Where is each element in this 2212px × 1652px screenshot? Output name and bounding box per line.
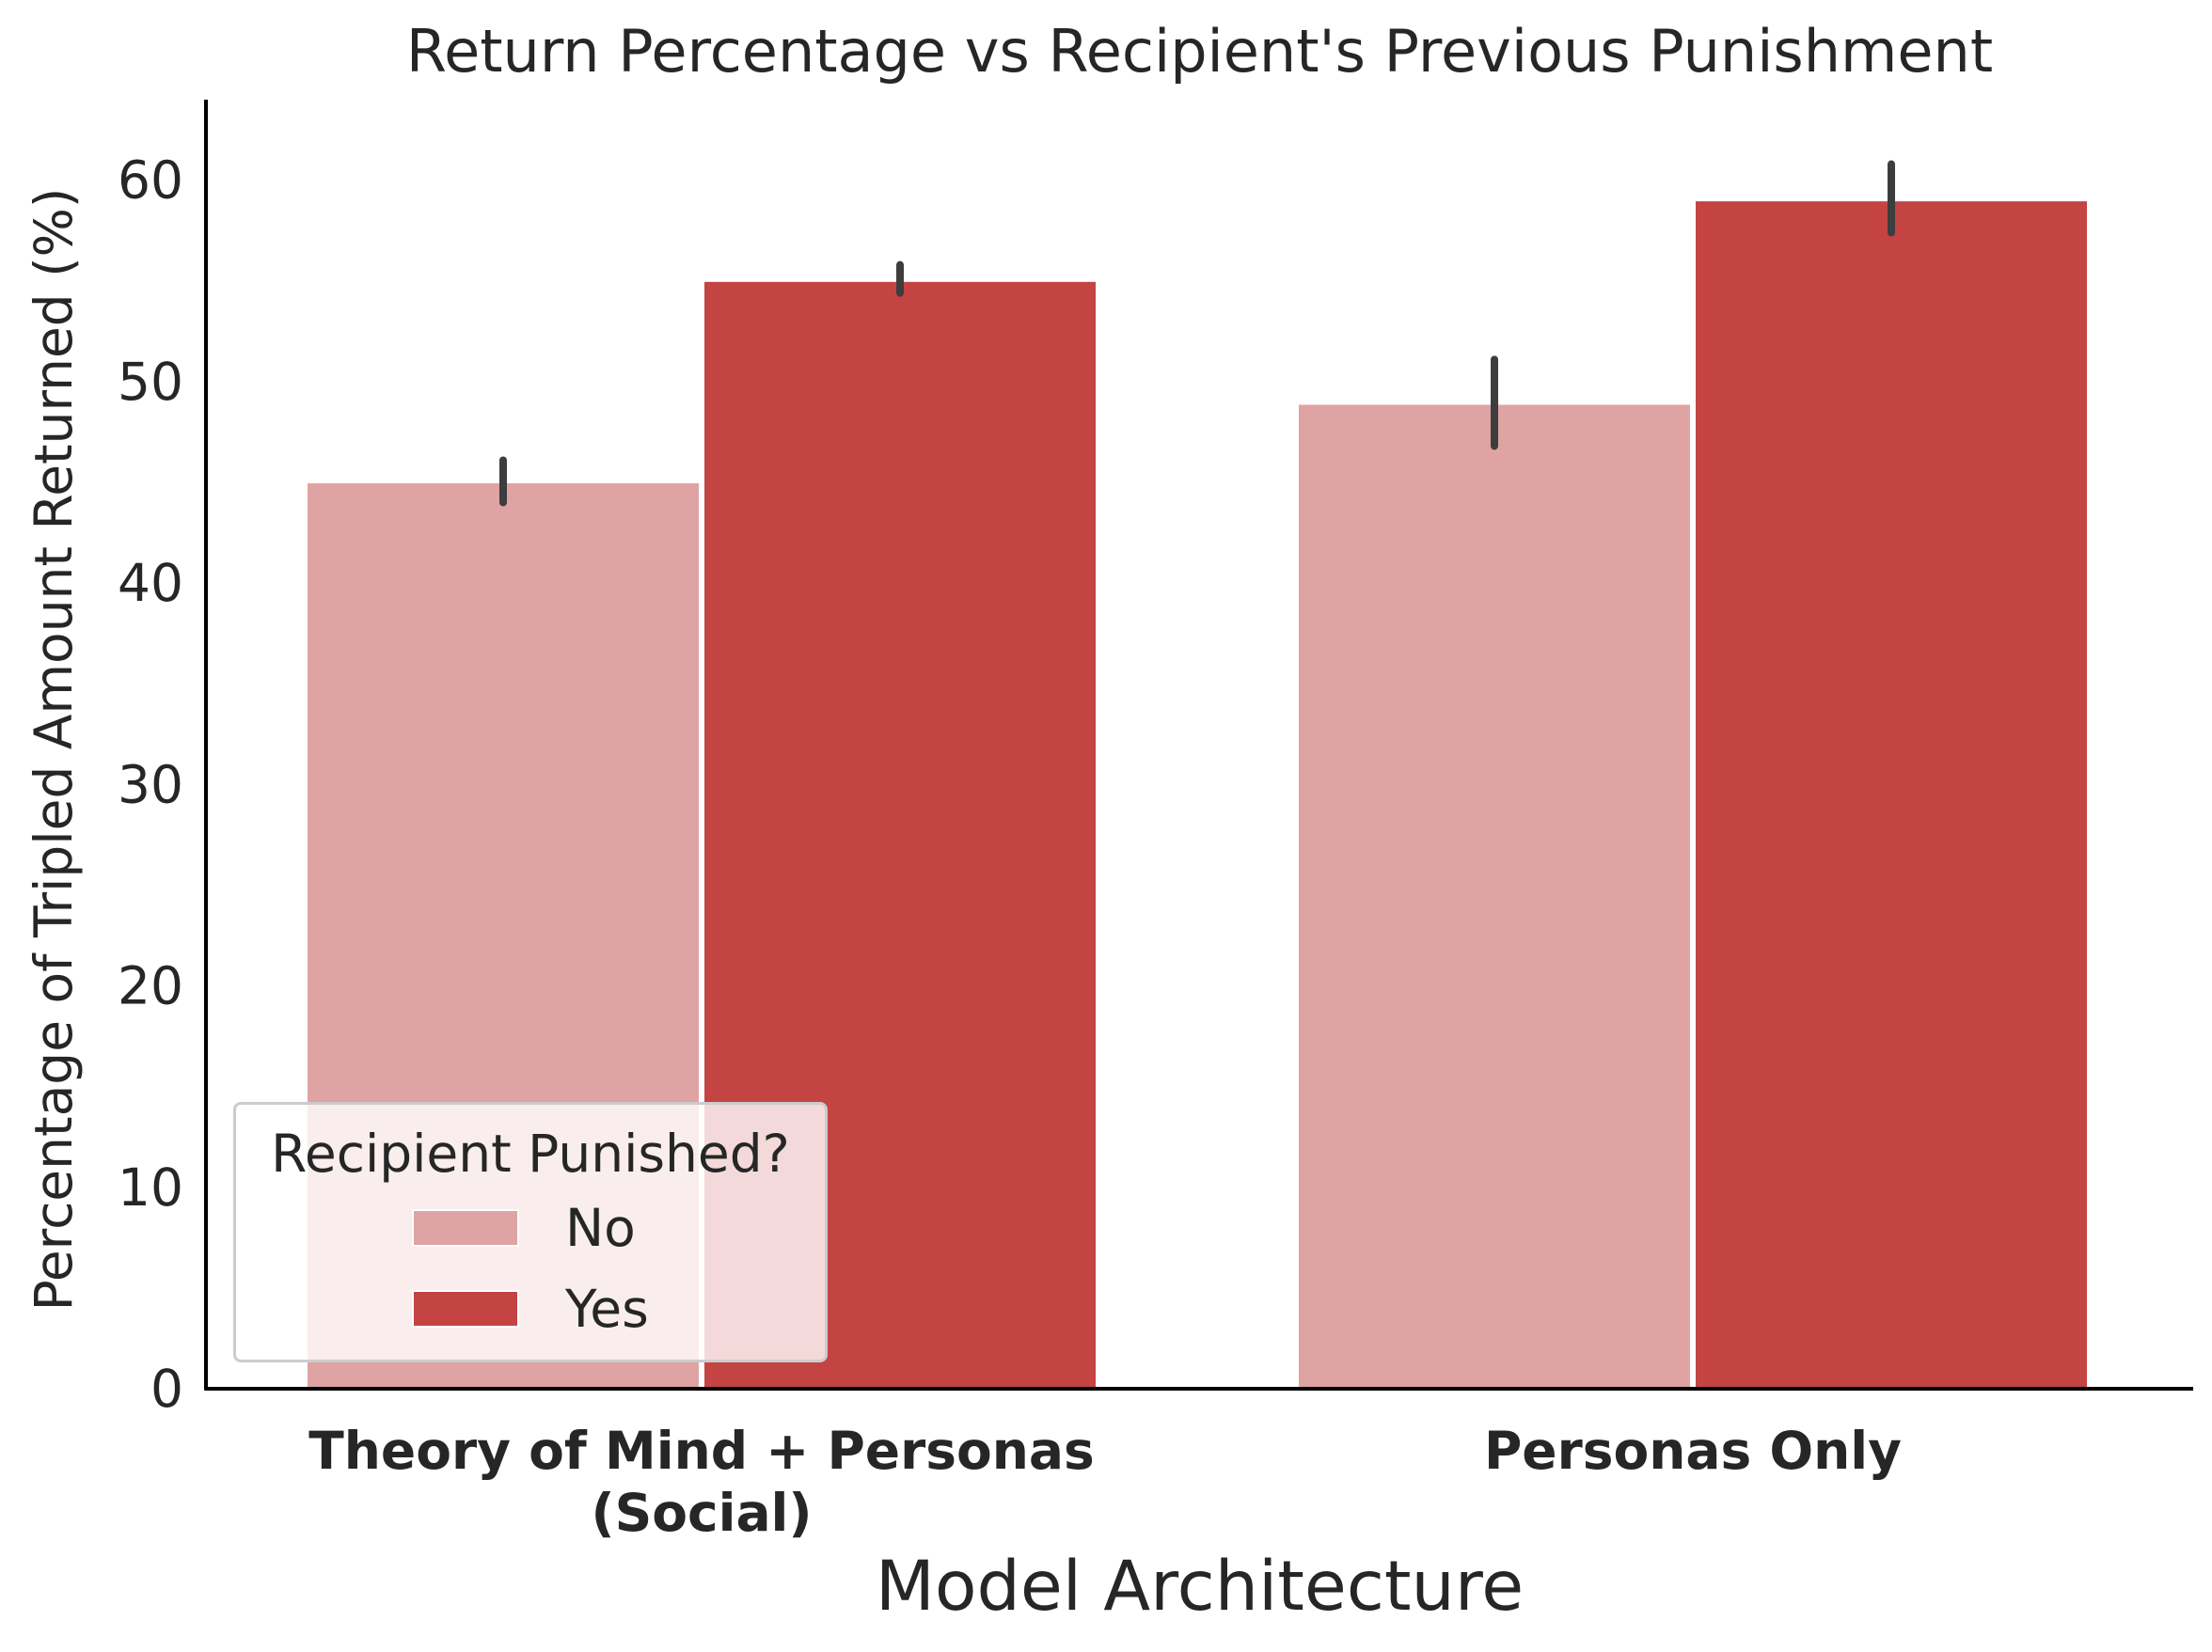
x-tick-label: (Social) xyxy=(591,1483,812,1543)
x-axis-label: Model Architecture xyxy=(875,1547,1525,1627)
y-tick-label: 40 xyxy=(118,553,183,613)
y-tick-label: 30 xyxy=(118,754,183,814)
y-tick-label: 0 xyxy=(150,1359,183,1419)
y-tick-label: 50 xyxy=(118,352,183,412)
legend-swatch-no xyxy=(412,1209,519,1247)
legend-label-no: No xyxy=(565,1198,636,1258)
chart-title: Return Percentage vs Recipient's Previou… xyxy=(405,17,1994,86)
x-tick-label: Personas Only xyxy=(1484,1421,1902,1481)
legend-label-yes: Yes xyxy=(565,1279,649,1339)
legend-item-no: No xyxy=(236,1196,825,1262)
y-tick-label: 60 xyxy=(118,150,183,211)
legend-item-yes: Yes xyxy=(236,1277,825,1343)
x-tick-label: Theory of Mind + Personas xyxy=(308,1421,1095,1481)
legend-title: Recipient Punished? xyxy=(271,1124,790,1184)
legend-swatch-yes xyxy=(412,1290,519,1328)
y-tick-label: 10 xyxy=(118,1157,183,1218)
y-tick-label: 20 xyxy=(118,956,183,1016)
bar-no-1 xyxy=(1297,402,1692,1390)
bar-yes-1 xyxy=(1694,199,2089,1390)
legend: Recipient Punished? No Yes xyxy=(233,1102,828,1362)
